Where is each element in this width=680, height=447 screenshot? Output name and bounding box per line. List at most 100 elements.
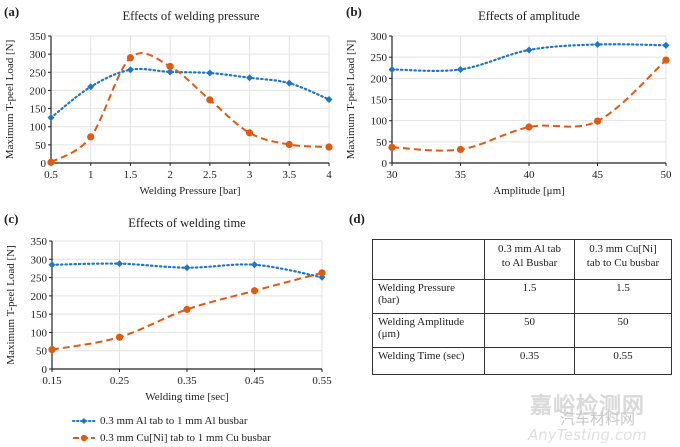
x-tick-label: 1.5 — [124, 169, 138, 181]
y-tick-label: 200 — [31, 291, 48, 303]
y-tick-label: 300 — [30, 49, 47, 61]
table-header-cu: 0.3 mm Cu[Ni] tab to Cu busbar — [574, 239, 672, 280]
legend-swatch-cu-icon — [73, 434, 95, 441]
y-tick-label: 50 — [36, 346, 48, 358]
data-point-al — [126, 66, 134, 74]
legend-swatch-al-icon — [72, 417, 96, 424]
legend-label-al: 0.3 mm Al tab to 1 mm Al busbar — [100, 414, 248, 427]
x-axis-label: Amplitude [μm] — [493, 185, 565, 197]
cell-cu: 1.5 — [574, 279, 672, 314]
data-point-al — [116, 260, 123, 268]
y-tick-label: 250 — [30, 67, 47, 79]
data-point-cu — [183, 305, 191, 313]
series-line-cu — [391, 59, 667, 152]
data-point-al — [251, 261, 258, 269]
data-point-cu — [87, 133, 95, 141]
y-tick-label: 100 — [30, 122, 47, 134]
y-tick-label: 300 — [31, 254, 48, 266]
header-al-line1: 0.3 mm Al tab — [498, 243, 561, 255]
x-tick-label: 40 — [524, 169, 536, 181]
cell-al: 1.5 — [484, 279, 575, 314]
row-label-line2: (bar) — [378, 294, 400, 306]
parameters-table: 0.3 mm Al tab to Al Busbar 0.3 mm Cu[Ni]… — [372, 239, 672, 375]
row-label-line1: Welding Pressure — [378, 282, 456, 294]
panel-label-a: (a) — [4, 4, 20, 19]
series-line-al — [49, 67, 331, 119]
chart-title-c: Effects of welding time — [128, 216, 246, 230]
x-tick-label: 0.35 — [177, 375, 197, 387]
table-header-empty — [372, 239, 485, 280]
row-label: Welding Amplitude (μm) — [372, 313, 485, 348]
header-al-line2: to Al Busbar — [501, 257, 558, 269]
data-point-al — [206, 69, 214, 77]
x-tick-label: 3 — [247, 169, 253, 181]
y-tick-label: 350 — [31, 236, 48, 248]
x-axis-label: Welding Pressure [bar] — [139, 185, 240, 197]
y-axis-label: Maximum T-peel Load [N] — [345, 40, 357, 159]
legend: 0.3 mm Al tab to 1 mm Al busbar 0.3 mm C… — [72, 412, 271, 446]
row-label: Welding Time (sec) — [372, 347, 485, 375]
data-point-cu — [250, 287, 259, 295]
data-point-cu — [525, 123, 533, 131]
panel-label-b: (b) — [346, 4, 362, 19]
x-tick-label: 3.5 — [282, 169, 296, 181]
y-tick-label: 50 — [376, 137, 388, 149]
chart-title-b: Effects of amplitude — [478, 9, 580, 23]
y-axis-label: Maximum T-peel Load [N] — [5, 245, 17, 364]
y-tick-label: 0 — [382, 158, 388, 170]
x-tick-label: 4 — [326, 169, 332, 181]
data-point-cu — [166, 62, 174, 71]
data-point-al — [325, 96, 333, 103]
data-point-al — [285, 79, 293, 87]
y-tick-label: 300 — [371, 31, 388, 43]
y-tick-label: 150 — [30, 104, 47, 116]
y-tick-label: 100 — [371, 116, 388, 128]
row-label: Welding Pressure (bar) — [372, 279, 485, 314]
data-point-cu — [126, 54, 135, 62]
row-label-line1: Welding Time (sec) — [378, 350, 465, 362]
y-tick-label: 200 — [30, 85, 47, 97]
header-cu-line1: 0.3 mm Cu[Ni] — [589, 243, 657, 255]
chart-c: 0 50 100 150 200 250 300 350 0.15 0.25 0.35 0.45 0.5… — [5, 236, 332, 403]
chart-b: 0 50 100 150 200 250 300 30 35 40 45 50 Amplitude [μ… — [345, 31, 672, 197]
series-line-cu — [51, 271, 323, 351]
x-tick-label: 1 — [88, 169, 94, 181]
data-point-al — [166, 68, 174, 76]
x-tick-label: 0.15 — [42, 375, 62, 387]
table-row: Welding Time (sec) 0.35 0.55 — [372, 347, 672, 375]
table-header-row: 0.3 mm Al tab to Al Busbar 0.3 mm Cu[Ni]… — [372, 239, 672, 280]
y-tick-label: 250 — [371, 52, 388, 64]
data-point-al — [47, 114, 55, 122]
row-label-line2: (μm) — [378, 328, 400, 340]
data-point-al — [183, 264, 191, 272]
x-tick-label: 35 — [455, 169, 467, 181]
data-point-cu — [325, 143, 333, 151]
x-tick-label: 0.55 — [312, 375, 332, 387]
data-point-al — [662, 41, 670, 49]
data-point-cu — [115, 333, 124, 341]
table-row: Welding Pressure (bar) 1.5 1.5 — [372, 279, 672, 314]
y-tick-label: 200 — [371, 73, 388, 85]
legend-label-cu: 0.3 mm Cu[Ni] tab to 1 mm Cu busbar — [100, 431, 271, 444]
data-point-cu — [285, 140, 293, 149]
cell-cu: 0.55 — [574, 347, 672, 375]
data-point-cu — [48, 346, 56, 354]
x-tick-label: 2.5 — [203, 169, 217, 181]
cell-al: 0.35 — [484, 347, 575, 375]
chart-title-a: Effects of welding pressure — [122, 9, 260, 23]
x-tick-label: 0.25 — [110, 375, 130, 387]
panel-label-c: (c) — [4, 211, 19, 226]
y-tick-label: 50 — [35, 140, 47, 152]
x-tick-label: 45 — [592, 169, 604, 181]
chart-a: 0 50 100 150 200 250 300 350 0.5 1 1.5 2 2.5 3 3.5 4 Wel… — [4, 31, 333, 197]
data-point-cu — [456, 145, 465, 154]
data-point-cu — [245, 129, 254, 137]
y-tick-label: 0 — [42, 364, 48, 376]
y-tick-label: 150 — [371, 95, 388, 107]
table-row: Welding Amplitude (μm) 50 50 — [372, 313, 672, 348]
legend-item-al: 0.3 mm Al tab to 1 mm Al busbar — [72, 412, 271, 429]
y-tick-label: 100 — [31, 327, 48, 339]
data-point-al — [246, 74, 254, 82]
y-tick-label: 0 — [41, 158, 47, 170]
